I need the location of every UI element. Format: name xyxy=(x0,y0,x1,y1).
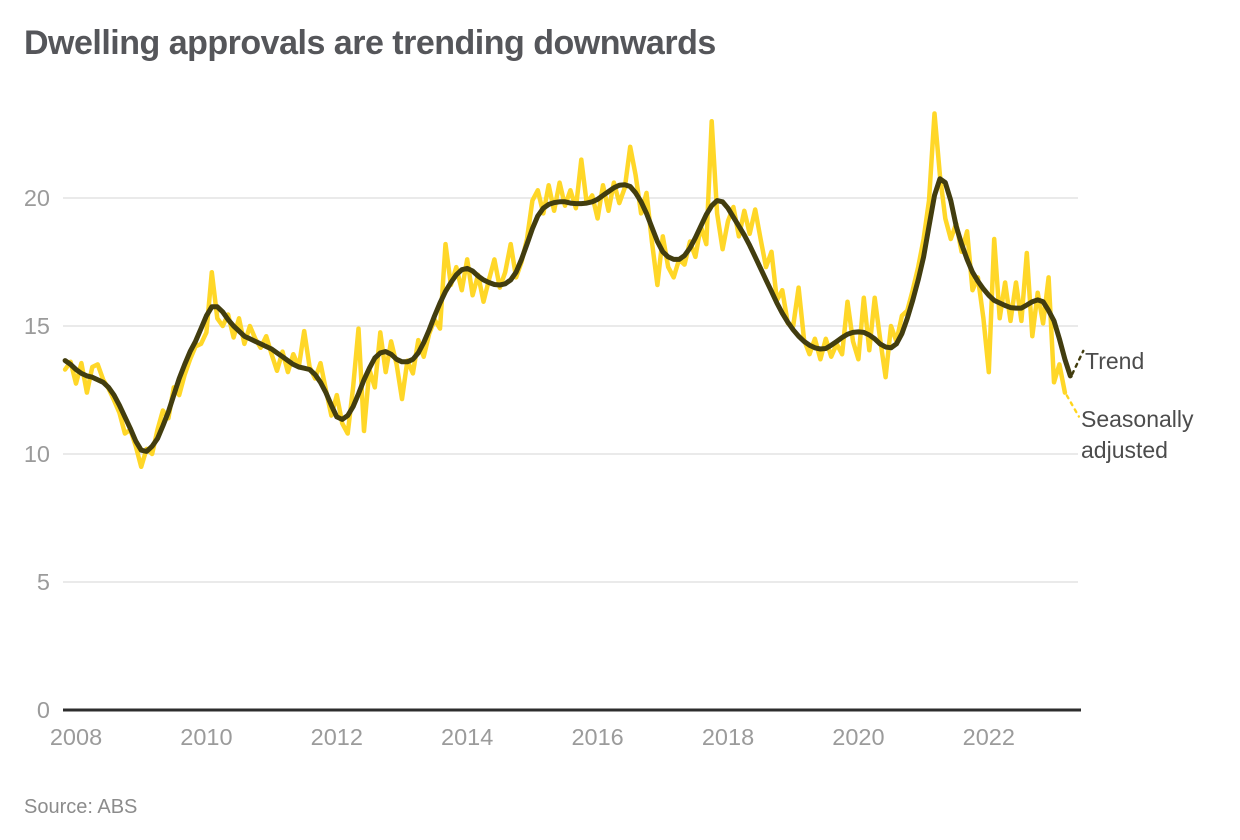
legend-label-seasonally-adjusted: Seasonally adjusted xyxy=(1081,406,1194,463)
x-tick-label-2016: 2016 xyxy=(571,724,623,750)
trend-line xyxy=(62,176,1073,454)
x-tick-label-2022: 2022 xyxy=(963,724,1015,750)
x-tick-label-2008: 2008 xyxy=(50,724,102,750)
chart-title: Dwelling approvals are trending downward… xyxy=(24,24,716,62)
x-tick-label-2018: 2018 xyxy=(702,724,754,750)
legend-label-trend: Trend xyxy=(1085,348,1145,374)
y-tick-label-5: 5 xyxy=(37,569,50,595)
seasonally-adjusted-legend-connector xyxy=(1065,394,1081,418)
trend-legend-connector xyxy=(1071,349,1085,376)
x-tick-label-2014: 2014 xyxy=(441,724,493,750)
x-tick-label-2012: 2012 xyxy=(311,724,363,750)
source-note: Source: ABS xyxy=(24,796,138,818)
x-tick-label-2020: 2020 xyxy=(832,724,884,750)
seasonally-adjusted-line xyxy=(62,111,1068,470)
y-tick-label-10: 10 xyxy=(24,441,50,467)
x-tick-label-2010: 2010 xyxy=(180,724,232,750)
y-tick-label-15: 15 xyxy=(24,313,50,339)
y-tick-label-0: 0 xyxy=(37,697,50,723)
y-tick-label-20: 20 xyxy=(24,185,50,211)
